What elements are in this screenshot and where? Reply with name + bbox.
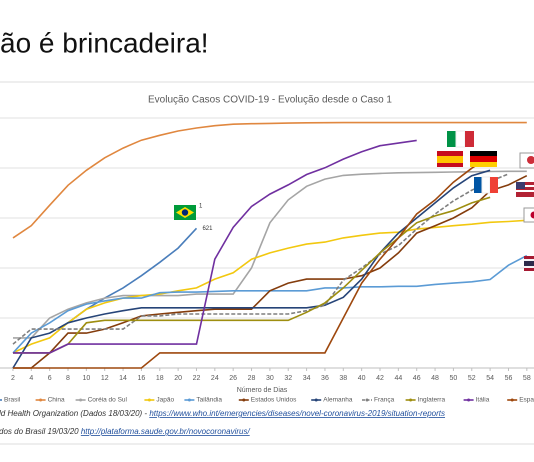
series-line	[13, 170, 527, 339]
series-line	[12, 121, 527, 239]
source-text: dos do Brasil 19/03/20 http://plataforma…	[0, 427, 250, 436]
x-tick-label: 12	[101, 375, 109, 382]
x-tick-label: 46	[413, 375, 421, 382]
x-tick-label: 4	[29, 375, 33, 382]
legend-label: Tailândia	[196, 397, 222, 404]
flag-italy	[447, 130, 474, 148]
legend-label: Espanha	[519, 397, 534, 404]
x-tick-label: 6	[48, 375, 52, 382]
x-tick-label: 56	[505, 375, 513, 382]
x-tick-label: 40	[358, 375, 366, 382]
source-link[interactable]: https://www.who.int/emergencies/diseases…	[149, 409, 445, 418]
legend-marker	[79, 398, 83, 402]
x-tick-label: 44	[394, 375, 402, 382]
x-tick-label: 14	[119, 375, 127, 382]
x-tick-label: 30	[266, 375, 274, 382]
legend-label: China	[48, 397, 65, 404]
x-tick-label: 42	[376, 375, 384, 382]
x-tick-label: 48	[431, 375, 439, 382]
flag-france	[474, 176, 498, 194]
x-tick-label: 28	[248, 375, 256, 382]
legend-label: Estados Unidos	[251, 397, 297, 404]
flag-korea	[519, 152, 534, 169]
x-tick-label: 50	[450, 375, 458, 382]
legend-label: Alemanha	[323, 397, 353, 404]
legend-marker	[409, 398, 413, 402]
x-tick-label: 58	[523, 375, 531, 382]
x-tick-label: 2	[11, 375, 15, 382]
x-tick-label: 20	[174, 375, 182, 382]
legend-marker	[467, 398, 471, 402]
legend-marker	[147, 398, 151, 402]
series-line	[13, 155, 491, 369]
source-text: ld Health Organization (Dados 18/03/20) …	[0, 409, 445, 418]
x-axis-label: Número de Dias	[237, 387, 288, 394]
flag-usa	[516, 182, 534, 197]
annotation: 1	[199, 204, 203, 210]
plot: 2 4 6 8 10 12 14 16 18 20 22 24 26 28 30 32 34 36 38 40 42 44…	[0, 117, 534, 382]
series-line	[13, 139, 417, 354]
data-label: 621	[202, 226, 213, 232]
series-line	[12, 219, 527, 354]
legend-marker	[242, 398, 246, 402]
x-tick-label: 54	[486, 375, 494, 382]
legend-label: França	[374, 397, 395, 404]
flag-spain	[437, 151, 463, 167]
legend-label: Brasil	[4, 397, 21, 404]
legend-marker	[39, 398, 43, 402]
legend-label: Inglaterra	[418, 397, 446, 404]
source-link[interactable]: http://plataforma.saude.gov.br/novocoron…	[81, 427, 251, 436]
x-tick-label: 16	[138, 375, 146, 382]
x-tick-label: 8	[66, 375, 70, 382]
series-line	[13, 174, 528, 369]
flag-germany	[470, 151, 497, 167]
flag-thailand	[524, 256, 534, 271]
series-line	[13, 196, 491, 354]
x-tick-label: 34	[303, 375, 311, 382]
chart-frame	[0, 81, 534, 445]
x-tick-label: 52	[468, 375, 476, 382]
legend-label: Coréia do Sul	[88, 397, 128, 404]
series-line	[12, 173, 509, 345]
x-tick-label: 26	[229, 375, 237, 382]
x-tick-label: 38	[339, 375, 347, 382]
x-tick-label: 32	[284, 375, 292, 382]
legend-marker	[365, 398, 369, 402]
source-label: dos do Brasil 19/03/20	[0, 427, 81, 436]
legend-marker	[314, 398, 318, 402]
x-tick-label: 36	[321, 375, 329, 382]
post-text: ão é brincadeira!	[0, 27, 209, 58]
chart-title: Evolução Casos COVID-19 - Evolução desde…	[148, 95, 392, 106]
legend-marker	[510, 398, 514, 402]
x-tick-label: 22	[193, 375, 201, 382]
legend-marker	[187, 398, 191, 402]
x-tick-label: 18	[156, 375, 164, 382]
flag-japan	[523, 207, 534, 223]
x-tick-label: 24	[211, 375, 219, 382]
legend-label: Itália	[476, 397, 490, 404]
flag-brazil	[174, 205, 196, 220]
source-label: ld Health Organization (Dados 18/03/20) …	[0, 409, 149, 418]
legend-label: Japão	[156, 397, 174, 404]
x-tick-label: 10	[82, 375, 90, 382]
